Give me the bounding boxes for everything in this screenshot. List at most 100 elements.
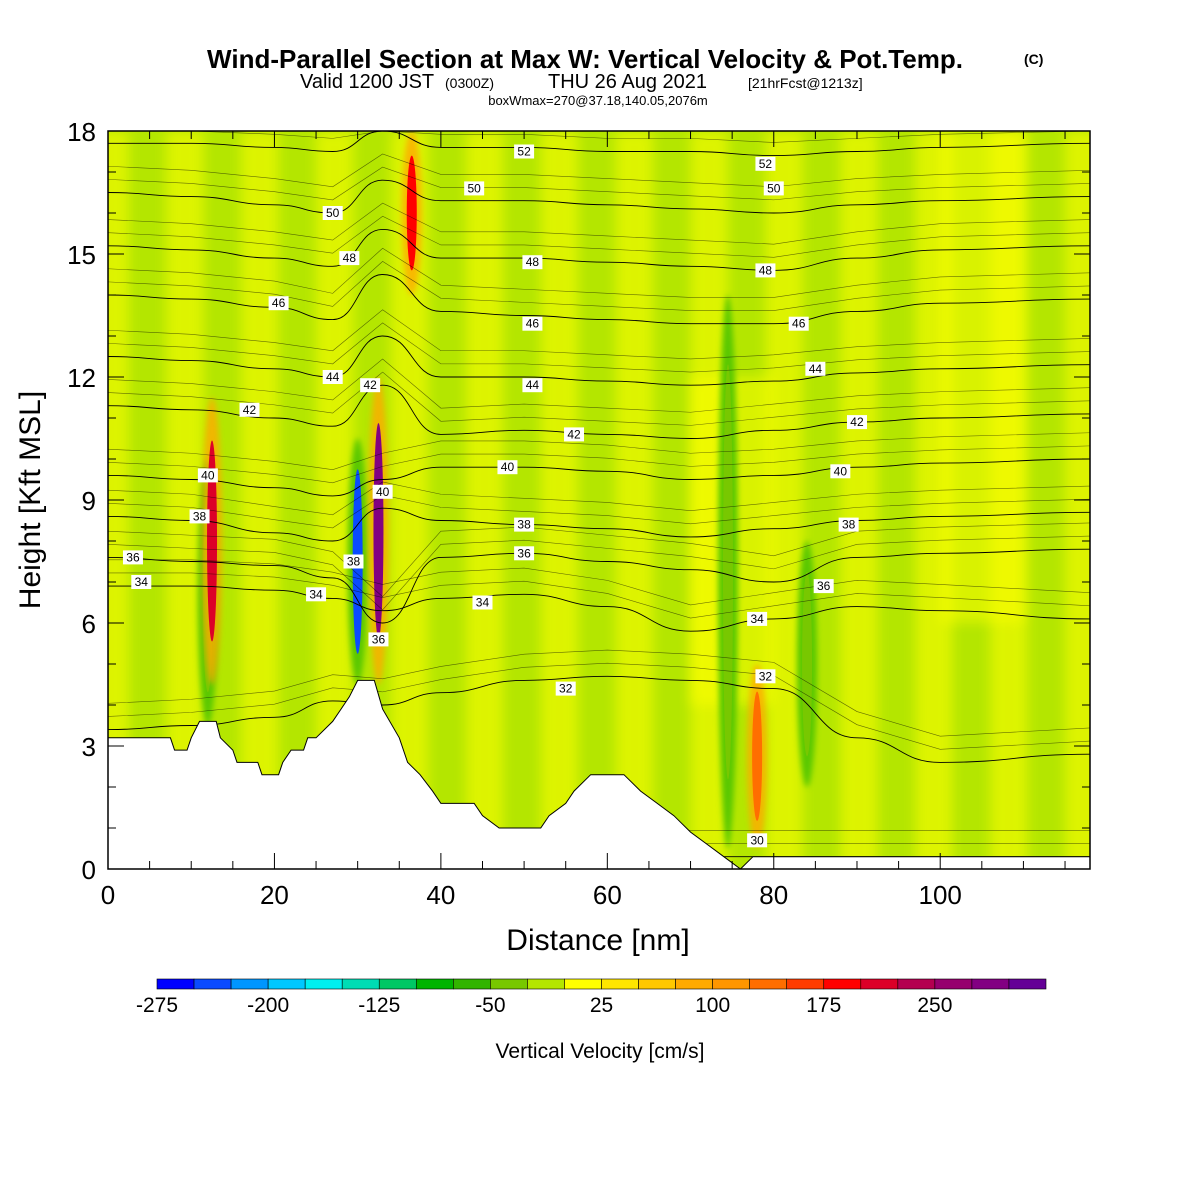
contour-label: 36	[368, 632, 389, 647]
isentrope-52	[108, 131, 1090, 157]
isentrope-minor	[108, 432, 1090, 470]
contour-label-box	[805, 361, 826, 376]
x-tick-label: 80	[759, 880, 788, 910]
updraft-core	[207, 440, 218, 642]
contour-label-box	[838, 517, 859, 532]
contour-label-box	[846, 415, 867, 430]
contour-label: 32	[755, 669, 776, 684]
isentrope-minor	[108, 494, 1090, 529]
colorbar: -275 -200 -125 -50 25 100 175 250	[136, 978, 1047, 1017]
plot-area: 52 52 50 50 50 48 48 48 46 46 46 44 44 44 42 42 42 42 40 40…	[108, 131, 1090, 869]
contour-label-box	[522, 378, 543, 393]
contour-labels: 52 52 50 50 50 48 48 48 46 46 46 44 44 44 42 42 42 42 40 40…	[122, 144, 867, 848]
contour-label-text: 40	[834, 464, 848, 478]
colorbar-swatch	[638, 978, 676, 990]
contour-label: 46	[788, 316, 809, 331]
colorbar-label: 25	[590, 994, 613, 1017]
contour-label-text: 32	[559, 682, 573, 696]
y-axis-title: Height [Kft MSL]	[14, 391, 47, 609]
valid-line: Valid 1200 JST (0300Z) THU 26 Aug 2021 […	[300, 71, 863, 93]
contour-label: 38	[189, 509, 210, 524]
contour-label-text: 48	[343, 251, 357, 265]
x-tick-label: 100	[919, 880, 962, 910]
colorbar-swatch	[527, 978, 565, 990]
isentrope-minor	[108, 535, 1090, 611]
contour-label-box	[360, 378, 381, 393]
isentrope-38	[108, 507, 1090, 542]
colorbar-label: -200	[247, 994, 289, 1017]
isentrope-minor	[108, 166, 1090, 201]
valid-date: THU 26 Aug 2021	[548, 71, 707, 93]
contour-label: 36	[122, 550, 143, 565]
contour-label-text: 36	[817, 579, 831, 593]
isentrope-minor	[108, 649, 1090, 737]
contour-label-box	[830, 464, 851, 479]
isentrope-minor	[108, 309, 1090, 360]
contour-label-box	[268, 296, 289, 311]
contour-label: 48	[522, 255, 543, 270]
isentrope-44	[108, 335, 1090, 386]
y-tick-label: 18	[67, 117, 96, 147]
y-tick-label: 0	[82, 855, 96, 885]
contour-label: 38	[343, 554, 364, 569]
colorbar-swatch	[601, 978, 639, 990]
contour-label-text: 38	[193, 509, 207, 523]
isentrope-minor	[108, 662, 1090, 750]
contour-label-box	[239, 402, 260, 417]
contour-label: 42	[564, 427, 585, 442]
contour-label: 38	[838, 517, 859, 532]
colorbar-swatch	[341, 978, 380, 990]
contour-label-text: 52	[759, 157, 773, 171]
isentrope-minor	[108, 322, 1090, 373]
isentrope-42	[108, 384, 1090, 439]
isentrope-34	[108, 585, 1090, 632]
y-tick-label: 15	[67, 240, 96, 270]
contour-label: 34	[306, 587, 327, 602]
contour-label-box	[189, 509, 210, 524]
x-tick-label: 60	[593, 880, 622, 910]
downdraft-core	[722, 364, 733, 780]
y-tick-label: 12	[67, 363, 96, 393]
contour-label-text: 34	[750, 612, 764, 626]
contour-label: 34	[131, 575, 152, 589]
contour-label: 48	[755, 263, 776, 278]
contour-label: 38	[514, 517, 535, 532]
contour-label-box	[368, 632, 389, 647]
isentrope-minor	[108, 572, 1090, 619]
contour-label-box	[197, 468, 218, 483]
contour-label: 32	[555, 681, 576, 696]
isentrope-minor	[108, 215, 1090, 258]
updraft-core	[752, 691, 763, 821]
contour-label: 40	[372, 484, 393, 499]
field-band-yellow	[840, 131, 878, 869]
contour-label: 42	[846, 415, 867, 430]
contour-label-text: 50	[767, 181, 781, 195]
colorbar-swatch	[786, 978, 825, 990]
contour-label-text: 36	[372, 632, 386, 646]
contour-label-text: 44	[526, 378, 540, 392]
contour-label-text: 36	[517, 546, 531, 560]
contour-label: 50	[763, 181, 784, 196]
contour-label-box	[755, 263, 776, 278]
contour-label-text: 38	[842, 518, 856, 532]
contour-label-box	[339, 251, 360, 266]
contour-label-box	[372, 484, 393, 499]
updraft-core	[373, 423, 384, 639]
colorbar-label: 175	[806, 994, 841, 1017]
contour-label-text: 30	[750, 833, 764, 847]
contour-label: 40	[197, 468, 218, 483]
contour-label-text: 52	[517, 145, 531, 159]
colorbar-label: -50	[475, 994, 505, 1017]
contour-label-box	[522, 255, 543, 270]
contour-label: 30	[747, 833, 768, 848]
contour-label-box	[755, 156, 776, 171]
colorbar-swatch	[415, 978, 454, 990]
contour-label-box	[322, 370, 343, 384]
contour-label: 36	[813, 579, 834, 594]
colorbar-label: -275	[136, 994, 178, 1017]
contour-label-text: 38	[347, 555, 361, 569]
isentrope-minor	[108, 202, 1090, 245]
isentrope-minor	[108, 371, 1090, 426]
contour-label-text: 44	[809, 362, 823, 376]
